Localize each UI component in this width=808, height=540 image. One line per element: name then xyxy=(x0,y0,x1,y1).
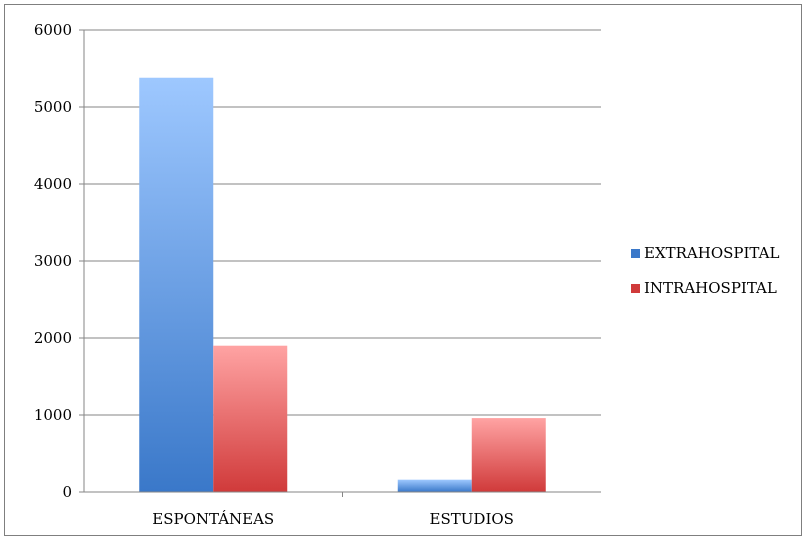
legend-swatch xyxy=(631,284,640,293)
chart-frame xyxy=(4,4,802,536)
y-tick-label: 0 xyxy=(62,483,72,501)
bar-intrahospital-0 xyxy=(213,345,288,492)
bar-intrahospital-1 xyxy=(471,418,546,492)
y-tick-label: 3000 xyxy=(34,252,72,270)
y-tick-label: 6000 xyxy=(34,21,72,39)
legend-label: INTRAHOSPITAL xyxy=(644,279,777,297)
x-category-label: ESPONTÁNEAS xyxy=(152,510,274,528)
y-tick-label: 5000 xyxy=(34,98,72,116)
y-tick-label: 4000 xyxy=(34,175,72,193)
y-tick-label: 1000 xyxy=(34,406,72,424)
x-category-label: ESTUDIOS xyxy=(430,510,514,528)
legend-swatch xyxy=(631,249,640,258)
y-tick-label: 2000 xyxy=(34,329,72,347)
bar-extrahospital-0 xyxy=(139,77,214,493)
bar-extrahospital-1 xyxy=(397,479,472,492)
legend-label: EXTRAHOSPITAL xyxy=(644,244,779,262)
